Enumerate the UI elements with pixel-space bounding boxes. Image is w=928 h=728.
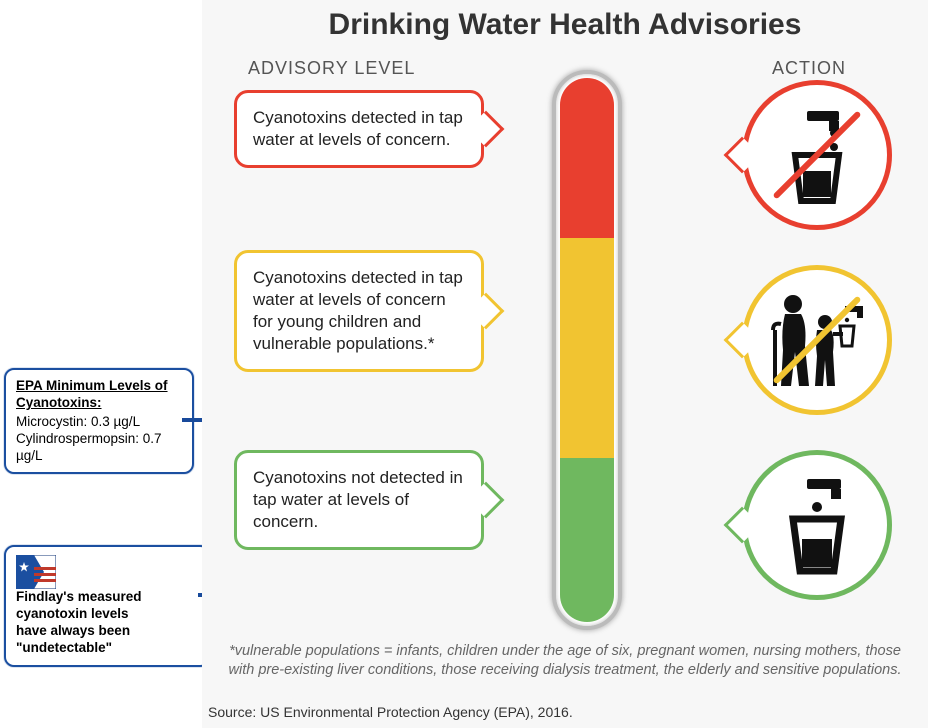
advisory-yellow-text: Cyanotoxins detected in tap water at lev… xyxy=(253,268,463,353)
thermo-seg-green xyxy=(560,458,614,622)
advisory-yellow: Cyanotoxins detected in tap water at lev… xyxy=(234,250,484,372)
callout-epa-header: EPA Minimum Levels of Cyanotoxins: xyxy=(16,378,182,412)
advisory-red-notch xyxy=(468,111,505,148)
advisory-green-notch xyxy=(468,482,505,519)
footnote: *vulnerable populations = infants, child… xyxy=(226,642,904,680)
flag-icon xyxy=(16,555,56,589)
main-panel: Drinking Water Health Advisories ADVISOR… xyxy=(202,0,928,728)
action-yellow-notch xyxy=(724,322,761,359)
action-yellow xyxy=(742,265,892,415)
thermometer xyxy=(552,70,622,630)
callout-epa: EPA Minimum Levels of Cyanotoxins: Micro… xyxy=(4,368,194,474)
advisory-green-text: Cyanotoxins not detected in tap water at… xyxy=(253,468,463,531)
action-green-notch xyxy=(724,507,761,544)
action-green xyxy=(742,450,892,600)
thermo-seg-red xyxy=(560,78,614,238)
action-red-notch xyxy=(724,137,761,174)
callout-epa-line-1: Microcystin: 0.3 µg/L xyxy=(16,414,182,431)
action-red xyxy=(742,80,892,230)
col-head-advisory: ADVISORY LEVEL xyxy=(248,58,415,79)
thermo-seg-yellow xyxy=(560,238,614,458)
advisory-yellow-notch xyxy=(468,293,505,330)
advisory-green: Cyanotoxins not detected in tap water at… xyxy=(234,450,484,550)
callout-findlay-text: Findlay's measured cyanotoxin levels hav… xyxy=(16,589,156,657)
page-title: Drinking Water Health Advisories xyxy=(202,0,928,42)
advisory-red-text: Cyanotoxins detected in tap water at lev… xyxy=(253,108,463,149)
advisory-red: Cyanotoxins detected in tap water at lev… xyxy=(234,90,484,168)
drink-ok-icon xyxy=(767,475,867,575)
source-text: Source: US Environmental Protection Agen… xyxy=(208,704,573,720)
callout-findlay: Findlay's measured cyanotoxin levels hav… xyxy=(4,545,210,667)
callout-epa-line-2: Cylindrospermopsin: 0.7 µg/L xyxy=(16,431,182,465)
col-head-action: ACTION xyxy=(772,58,846,79)
